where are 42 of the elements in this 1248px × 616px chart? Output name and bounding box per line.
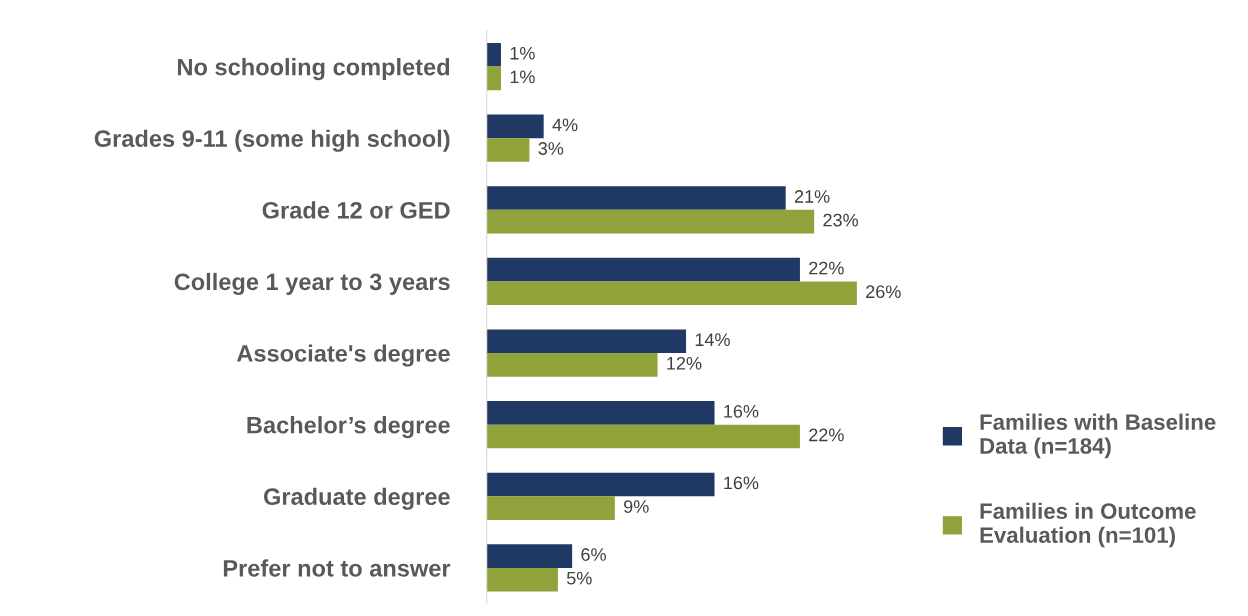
data-label: 5% <box>566 571 592 585</box>
bar <box>486 42 501 67</box>
data-label: 22% <box>809 261 844 275</box>
bar <box>486 114 544 139</box>
data-label: 12% <box>667 356 702 370</box>
bar <box>486 544 573 568</box>
data-label: 3% <box>538 142 564 155</box>
y-tick-label: College 1 year to 3 years <box>174 272 450 295</box>
y-tick-label: Associate's degree <box>236 344 450 367</box>
data-label: 22% <box>809 428 844 442</box>
bar <box>486 257 800 282</box>
bar <box>486 353 658 377</box>
data-label: 16% <box>724 476 759 490</box>
bar <box>486 209 815 234</box>
bar <box>486 567 558 592</box>
data-label: 23% <box>823 213 859 227</box>
bar <box>486 138 530 162</box>
bar <box>486 329 687 354</box>
legend-label: Families with Baseline Data (n=184) <box>980 413 1216 459</box>
bar <box>486 496 615 520</box>
data-label: 1% <box>510 70 535 84</box>
y-tick-label: Graduate degree <box>263 487 450 510</box>
y-tick-label: Grades 9-11 (some high school) <box>94 129 450 152</box>
data-label: 1% <box>510 46 535 60</box>
y-tick-label: Prefer not to answer <box>223 559 451 577</box>
bar <box>486 401 715 425</box>
data-label: 14% <box>695 333 730 347</box>
data-label: 4% <box>552 118 578 132</box>
bar <box>486 66 501 91</box>
data-label: 6% <box>581 548 606 561</box>
y-tick-label: Grade 12 or GED <box>262 201 450 219</box>
data-label: 9% <box>624 500 649 513</box>
bar <box>486 472 715 497</box>
y-tick-label: Bachelor’s degree <box>247 416 450 439</box>
y-tick-label: No schooling completed <box>178 58 450 81</box>
bar <box>486 281 857 306</box>
data-label: 26% <box>866 285 901 299</box>
data-label: 21% <box>794 190 830 203</box>
data-label: 16% <box>724 404 759 418</box>
bar <box>486 186 786 210</box>
legend-label: Families in Outcome Evaluation (n=101) <box>980 502 1196 548</box>
bar <box>486 424 800 449</box>
